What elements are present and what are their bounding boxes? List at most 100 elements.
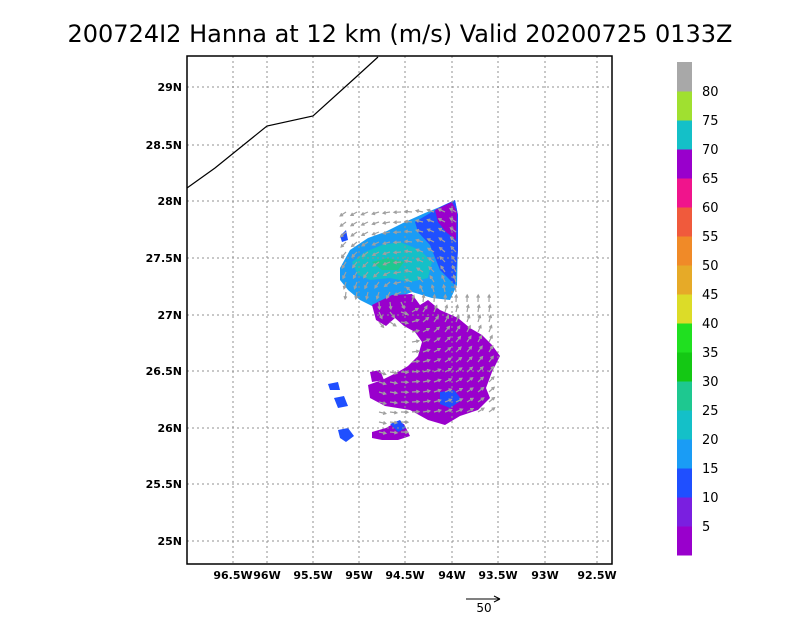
wind-arrow-head xyxy=(391,314,396,319)
colorbar-label: 50 xyxy=(702,259,719,274)
wind-arrow-head xyxy=(468,345,473,350)
wind-arrow-head xyxy=(392,270,398,275)
wind-arrow-head xyxy=(426,228,431,232)
wind-arrow-head xyxy=(456,325,461,330)
wind-arrow-head xyxy=(466,314,471,319)
wind-arrow-head xyxy=(480,397,485,401)
wind-arrow-head xyxy=(480,386,485,391)
colorbar-labels: 5 10 15 20 25 30 35 40 45 50 55 60 65 70 75 80 xyxy=(702,85,719,535)
wind-arrow-head xyxy=(365,295,369,301)
wind-arrow-head xyxy=(426,328,431,332)
echo-cell-w3 xyxy=(370,370,384,382)
colorbar-swatch xyxy=(677,439,692,469)
wind-arrow-head xyxy=(447,336,451,341)
wind-arrow-head xyxy=(373,273,377,278)
wind-arrow-head xyxy=(479,355,484,360)
wind-arrow-head xyxy=(379,315,383,320)
wind-arrow-head xyxy=(453,283,458,289)
wind-arrow-head xyxy=(421,293,426,299)
wind-arrow-head xyxy=(432,293,437,298)
wind-arrow-head xyxy=(393,430,399,435)
colorbar-label: 10 xyxy=(702,491,719,506)
colorbar-label: 75 xyxy=(702,114,719,129)
wind-arrow-head xyxy=(465,293,470,298)
wind-arrow-head xyxy=(393,390,399,395)
echo-cell-sw xyxy=(338,428,354,442)
lat-tick-label: 29N xyxy=(157,81,182,94)
wind-arrow-head xyxy=(426,409,432,414)
wind-vector-layer xyxy=(339,207,496,435)
wind-arrow-head xyxy=(448,368,453,372)
wind-arrow-head xyxy=(417,276,422,281)
wind-arrow-head xyxy=(478,334,483,339)
wind-arrow-head xyxy=(489,344,494,350)
wind-arrow-head xyxy=(405,380,410,385)
colorbar-label: 80 xyxy=(702,85,719,100)
wind-arrow-head xyxy=(457,335,462,340)
wind-arrow-head xyxy=(480,407,485,412)
wind-arrow-head xyxy=(426,348,431,353)
wind-arrow-head xyxy=(393,281,398,285)
echo-cell-w xyxy=(334,396,348,408)
wind-arrow-head xyxy=(342,275,346,280)
wind-arrow-head xyxy=(405,400,410,405)
wind-arrow-head xyxy=(393,400,399,405)
lat-tick-label: 28.5N xyxy=(146,139,182,152)
colorbar-swatch xyxy=(677,207,692,237)
wind-arrow-head xyxy=(405,286,410,291)
colorbar-swatch xyxy=(677,120,692,150)
wind-arrow-head xyxy=(447,357,452,362)
wind-arrow-head xyxy=(469,397,475,402)
wind-arrow-head xyxy=(414,228,420,233)
colorbar-label: 25 xyxy=(702,404,719,419)
wind-arrow-head xyxy=(448,408,453,413)
wind-arrow-head xyxy=(426,368,432,373)
wind-arrow-head xyxy=(415,389,421,394)
wind-arrow-head xyxy=(468,356,473,361)
wind-arrow-head xyxy=(405,370,410,375)
wind-arrow-head xyxy=(449,236,454,241)
wind-arrow-head xyxy=(465,303,470,309)
wind-arrow-head xyxy=(350,243,355,248)
wind-arrow-head xyxy=(381,220,387,225)
wind-arrow-head xyxy=(476,293,481,298)
wind-arrow-head xyxy=(476,303,481,309)
wind-arrow-head xyxy=(490,355,494,360)
colorbar-label: 65 xyxy=(702,172,719,187)
wind-arrow-head xyxy=(392,210,397,215)
wind-arrow-head xyxy=(392,260,398,265)
wind-arrow-head xyxy=(459,398,464,402)
wind-arrow-head xyxy=(414,209,420,213)
colorbar-label: 60 xyxy=(702,201,719,216)
colorbar-swatch xyxy=(677,91,692,121)
longitude-tick-labels: 96.5W 96W 95.5W 95W 94.5W 94W 93.5W 93W 92.5W xyxy=(213,569,616,582)
wind-arrow-head xyxy=(455,303,459,309)
wind-arrow-head xyxy=(342,285,347,290)
wind-arrow-head xyxy=(440,265,444,270)
colorbar-label: 55 xyxy=(702,230,719,245)
wind-arrow-head xyxy=(393,410,399,415)
wind-arrow-head xyxy=(437,227,442,232)
colorbar-swatch xyxy=(677,149,692,179)
wind-arrow-head xyxy=(437,368,442,373)
wind-arrow-head xyxy=(437,398,442,403)
wind-arrow-head xyxy=(435,315,439,320)
wind-arrow-head xyxy=(479,345,483,350)
wind-arrow-head xyxy=(491,386,496,391)
wind-arrow-head xyxy=(360,222,365,226)
wind-arrow-head xyxy=(392,323,397,327)
wind-arrow-head xyxy=(383,283,388,288)
wind-arrow-head xyxy=(441,274,445,279)
lon-tick-label: 94W xyxy=(438,569,465,582)
colorbar-swatch xyxy=(677,526,692,556)
wind-arrow-head xyxy=(426,399,432,404)
wind-arrow-head xyxy=(353,285,358,290)
wind-arrow-head xyxy=(361,242,366,247)
wind-arrow-head xyxy=(491,407,496,411)
map-frame xyxy=(186,55,613,565)
wind-arrow-head xyxy=(382,261,387,266)
wind-arrow-head xyxy=(448,378,453,382)
reference-vector: 50 xyxy=(466,595,501,615)
wind-arrow-head xyxy=(426,389,432,394)
wind-arrow-head xyxy=(469,387,474,392)
